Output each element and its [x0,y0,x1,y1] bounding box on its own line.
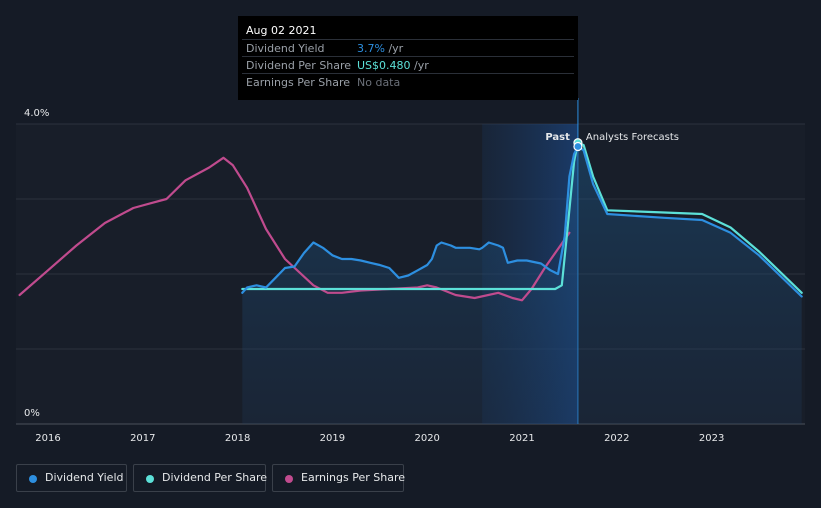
legend-dot-icon [285,475,293,483]
tooltip-row-dividend-per-share: Dividend Per Share US$0.480 /yr [242,56,574,74]
hover-tooltip: Aug 02 2021 Dividend Yield 3.7% /yr Divi… [238,16,578,100]
tooltip-row-earnings-per-share: Earnings Per Share No data [242,73,574,91]
legend-label: Earnings Per Share [301,471,406,484]
hover-markers [573,138,583,152]
x-axis-ticks: 2016 2017 2018 2019 2020 2021 2022 2023 [35,433,724,444]
x-tick-label: 2020 [414,433,439,444]
legend-label: Dividend Per Share [162,471,268,484]
dividend-yield-marker [573,141,583,152]
x-tick-label: 2019 [320,433,345,444]
legend-item-earnings-per-share[interactable]: Earnings Per Share [272,464,406,492]
y-tick-label: 4.0% [24,108,49,119]
legend-item-dividend-yield[interactable]: Dividend Yield [16,464,127,492]
y-tick-label: 0% [24,408,40,419]
tooltip-date: Aug 02 2021 [246,24,317,37]
x-tick-label: 2017 [130,433,155,444]
legend-label: Dividend Yield [45,471,124,484]
past-label: Past [545,132,570,143]
legend-dot-icon [146,475,154,483]
legend-item-dividend-per-share[interactable]: Dividend Per Share [133,464,268,492]
tooltip-value: No data [357,76,401,89]
y-axis-ticks: 4.0% 0% [24,108,49,419]
tooltip-value: 3.7% [357,42,385,55]
tooltip-label: Dividend Per Share [246,59,352,72]
tooltip-label: Earnings Per Share [246,76,351,89]
x-tick-label: 2018 [225,433,250,444]
x-tick-label: 2023 [699,433,724,444]
tooltip-label: Dividend Yield [246,42,325,55]
forecast-label: Analysts Forecasts [586,132,679,143]
legend-dot-icon [29,475,37,483]
series-areas [242,146,802,424]
dividend-yield-area [242,146,802,424]
x-tick-label: 2022 [604,433,629,444]
tooltip-row-dividend-yield: Dividend Yield 3.7% /yr [242,39,574,57]
tooltip-value: US$0.480 [357,59,411,72]
tooltip-unit: /yr [384,42,404,55]
x-tick-label: 2021 [509,433,534,444]
tooltip-unit: /yr [410,59,429,72]
x-tick-label: 2016 [35,433,60,444]
